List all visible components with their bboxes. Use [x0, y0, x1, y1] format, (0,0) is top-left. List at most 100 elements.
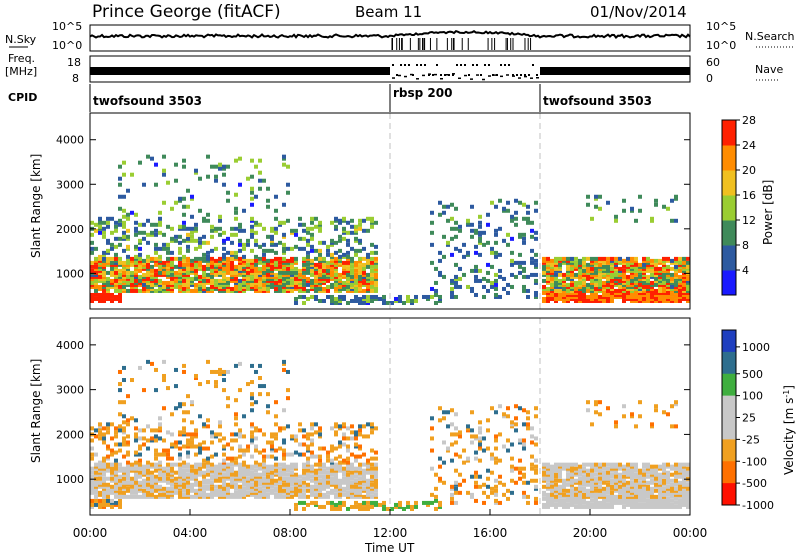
velocity-cbar-tick-label: -1000 — [742, 499, 774, 512]
velocity-cell — [326, 458, 330, 463]
power-cell — [90, 292, 94, 297]
velocity-cell — [154, 456, 158, 461]
velocity-cell — [270, 478, 274, 483]
power-cell — [190, 230, 194, 235]
velocity-cell — [318, 466, 322, 471]
power-cell — [194, 246, 198, 251]
power-cell — [306, 288, 310, 293]
power-cell — [254, 262, 258, 267]
velocity-cell — [550, 476, 554, 481]
power-cell — [126, 236, 130, 241]
power-cell — [158, 280, 162, 285]
power-cell — [382, 294, 386, 299]
power-cell — [238, 222, 242, 227]
velocity-cbar-color-step — [722, 330, 736, 353]
power-cell — [234, 280, 238, 285]
power-cell — [298, 268, 302, 273]
velocity-cell — [266, 480, 270, 485]
power-cell — [610, 268, 614, 273]
power-cell — [586, 272, 590, 277]
velocity-cell — [554, 478, 558, 483]
power-cell — [254, 268, 258, 273]
nave-dot — [458, 77, 461, 80]
velocity-cell — [346, 462, 350, 467]
velocity-cell — [258, 392, 262, 397]
velocity-cell — [206, 478, 210, 483]
power-cell — [190, 280, 194, 285]
power-cell — [278, 266, 282, 271]
velocity-cell — [338, 490, 342, 495]
velocity-cell — [302, 462, 306, 467]
power-cell — [630, 274, 634, 279]
velocity-cell — [374, 474, 378, 479]
power-cell — [258, 284, 262, 289]
power-cell — [286, 278, 290, 283]
power-cell — [222, 272, 226, 277]
power-cell — [682, 290, 686, 295]
velocity-cell — [362, 424, 366, 429]
velocity-cell — [158, 472, 162, 477]
velocity-cell — [530, 434, 534, 439]
velocity-cell — [214, 472, 218, 477]
power-cell — [650, 218, 654, 223]
power-cell — [190, 270, 194, 275]
velocity-cell — [678, 492, 682, 497]
velocity-cell — [186, 454, 190, 459]
power-cell — [174, 264, 178, 269]
velocity-cell — [318, 432, 322, 437]
velocity-cell — [186, 444, 190, 449]
power-cell — [298, 282, 302, 287]
power-cell — [178, 224, 182, 229]
power-cell — [282, 272, 286, 277]
velocity-cell — [530, 466, 534, 471]
velocity-cell — [534, 442, 538, 447]
velocity-cell — [222, 494, 226, 499]
power-cell — [554, 296, 558, 301]
power-cell — [542, 264, 546, 269]
velocity-cell — [222, 488, 226, 493]
power-cell — [550, 286, 554, 291]
velocity-cell — [138, 486, 142, 491]
velocity-cell — [570, 492, 574, 497]
power-cell — [294, 280, 298, 285]
power-cell — [654, 270, 658, 275]
power-cell — [250, 272, 254, 277]
power-cell — [262, 252, 266, 257]
velocity-cell — [322, 474, 326, 479]
power-cell — [178, 266, 182, 271]
velocity-cell — [222, 468, 226, 473]
velocity-cell — [450, 442, 454, 447]
velocity-cell — [554, 482, 558, 487]
power-cell — [286, 284, 290, 289]
velocity-cell — [546, 482, 550, 487]
velocity-cell — [154, 438, 158, 443]
power-cell — [530, 272, 534, 277]
power-cell — [650, 262, 654, 267]
power-cell — [178, 272, 182, 277]
velocity-cell — [186, 476, 190, 481]
power-cell — [234, 276, 238, 281]
power-cell — [318, 276, 322, 281]
power-cell — [250, 276, 254, 281]
power-cell — [574, 272, 578, 277]
power-cell — [390, 300, 394, 305]
velocity-cell — [194, 432, 198, 437]
power-cell — [122, 284, 126, 289]
velocity-cell — [98, 466, 102, 471]
power-cell — [350, 268, 354, 273]
power-cell — [550, 268, 554, 273]
velocity-cell — [218, 488, 222, 493]
power-cell — [94, 272, 98, 277]
velocity-cell — [366, 506, 370, 511]
power-cell — [162, 284, 166, 289]
power-cell — [90, 280, 94, 285]
power-cell — [274, 266, 278, 271]
velocity-cell — [166, 448, 170, 453]
power-cell — [582, 272, 586, 277]
power-cell — [242, 274, 246, 279]
power-cell — [414, 298, 418, 303]
power-cell — [322, 262, 326, 267]
power-cell — [354, 264, 358, 269]
power-cell — [342, 254, 346, 259]
velocity-cell — [94, 490, 98, 495]
